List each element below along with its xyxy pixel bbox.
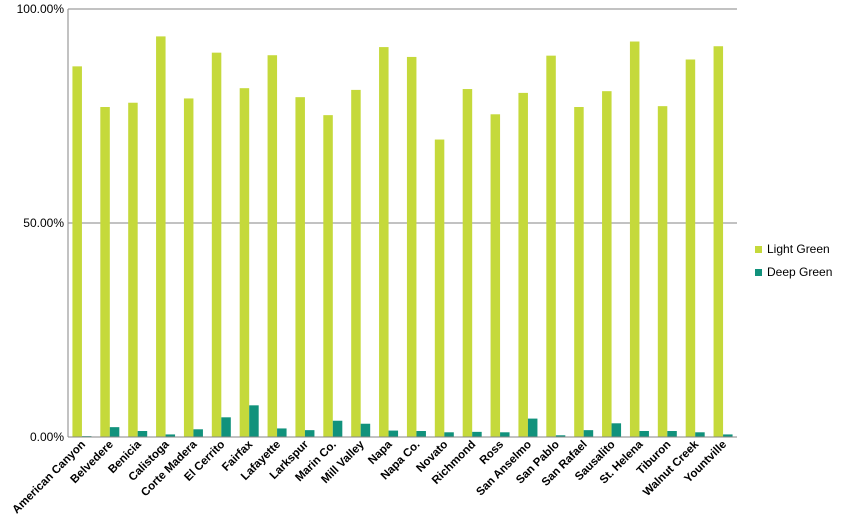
bar-deep-green — [695, 432, 705, 437]
y-axis-tick-labels: 0.00% 50.00% 100.00% — [17, 2, 65, 444]
bar-deep-green — [639, 431, 649, 437]
bar-deep-green — [723, 434, 733, 437]
bar-light-green — [100, 107, 110, 438]
bar-light-green — [434, 139, 445, 438]
bar-light-green — [379, 47, 389, 437]
bar-deep-green — [416, 431, 426, 437]
legend-entry-label: Deep Green — [767, 265, 832, 279]
bar-deep-green — [611, 423, 622, 437]
bar-light-green — [685, 59, 696, 438]
bar-deep-green — [388, 430, 399, 437]
bar-light-green — [629, 41, 640, 437]
bar-deep-green — [109, 427, 120, 437]
bar-light-green — [267, 55, 278, 437]
bar-light-green — [602, 91, 612, 438]
bar-light-green — [490, 114, 501, 438]
bar-light-green — [518, 92, 528, 437]
bar-light-green — [406, 56, 417, 437]
bar-deep-green — [667, 431, 677, 437]
bar-light-green — [657, 106, 668, 437]
bar-light-green — [295, 97, 305, 437]
bar-deep-green — [332, 420, 343, 437]
legend-entry-label: Light Green — [767, 242, 830, 256]
bar-light-green — [574, 107, 584, 438]
bar-deep-green — [500, 432, 510, 437]
y-tick-label: 50.00% — [23, 216, 64, 230]
bars — [72, 36, 733, 438]
bar-deep-green — [193, 429, 203, 437]
bar-deep-green — [444, 432, 454, 437]
bar-deep-green — [472, 431, 482, 437]
bar-light-green — [351, 89, 361, 437]
bar-light-green — [211, 52, 222, 437]
legend: Light Green Deep Green — [755, 242, 832, 279]
bar-light-green — [546, 55, 556, 437]
y-tick-label: 0.00% — [30, 430, 64, 444]
bar-deep-green — [165, 434, 176, 437]
bar-deep-green — [555, 435, 566, 437]
bar-deep-green — [221, 417, 231, 437]
bar-deep-green — [137, 431, 148, 437]
bar-light-green — [462, 89, 473, 437]
gridlines — [68, 8, 737, 224]
bar-light-green — [713, 46, 724, 438]
legend-swatch — [755, 246, 762, 253]
bar-deep-green — [527, 418, 538, 437]
bar-light-green — [72, 66, 82, 438]
bar-light-green — [239, 88, 250, 438]
legend-swatch — [755, 269, 762, 276]
bar-deep-green — [304, 430, 315, 437]
bar-light-green — [156, 36, 166, 437]
y-tick-label: 100.00% — [17, 2, 65, 16]
bar-light-green — [323, 115, 333, 438]
x-axis-category-labels: American CanyonBelvedereBeniciaCalistoga… — [10, 438, 729, 516]
bar-deep-green — [277, 428, 287, 437]
bar-deep-green — [583, 430, 594, 437]
bar-light-green — [183, 98, 194, 438]
bar-light-green — [128, 102, 138, 438]
bar-deep-green — [360, 423, 371, 437]
bar-deep-green — [249, 405, 259, 437]
